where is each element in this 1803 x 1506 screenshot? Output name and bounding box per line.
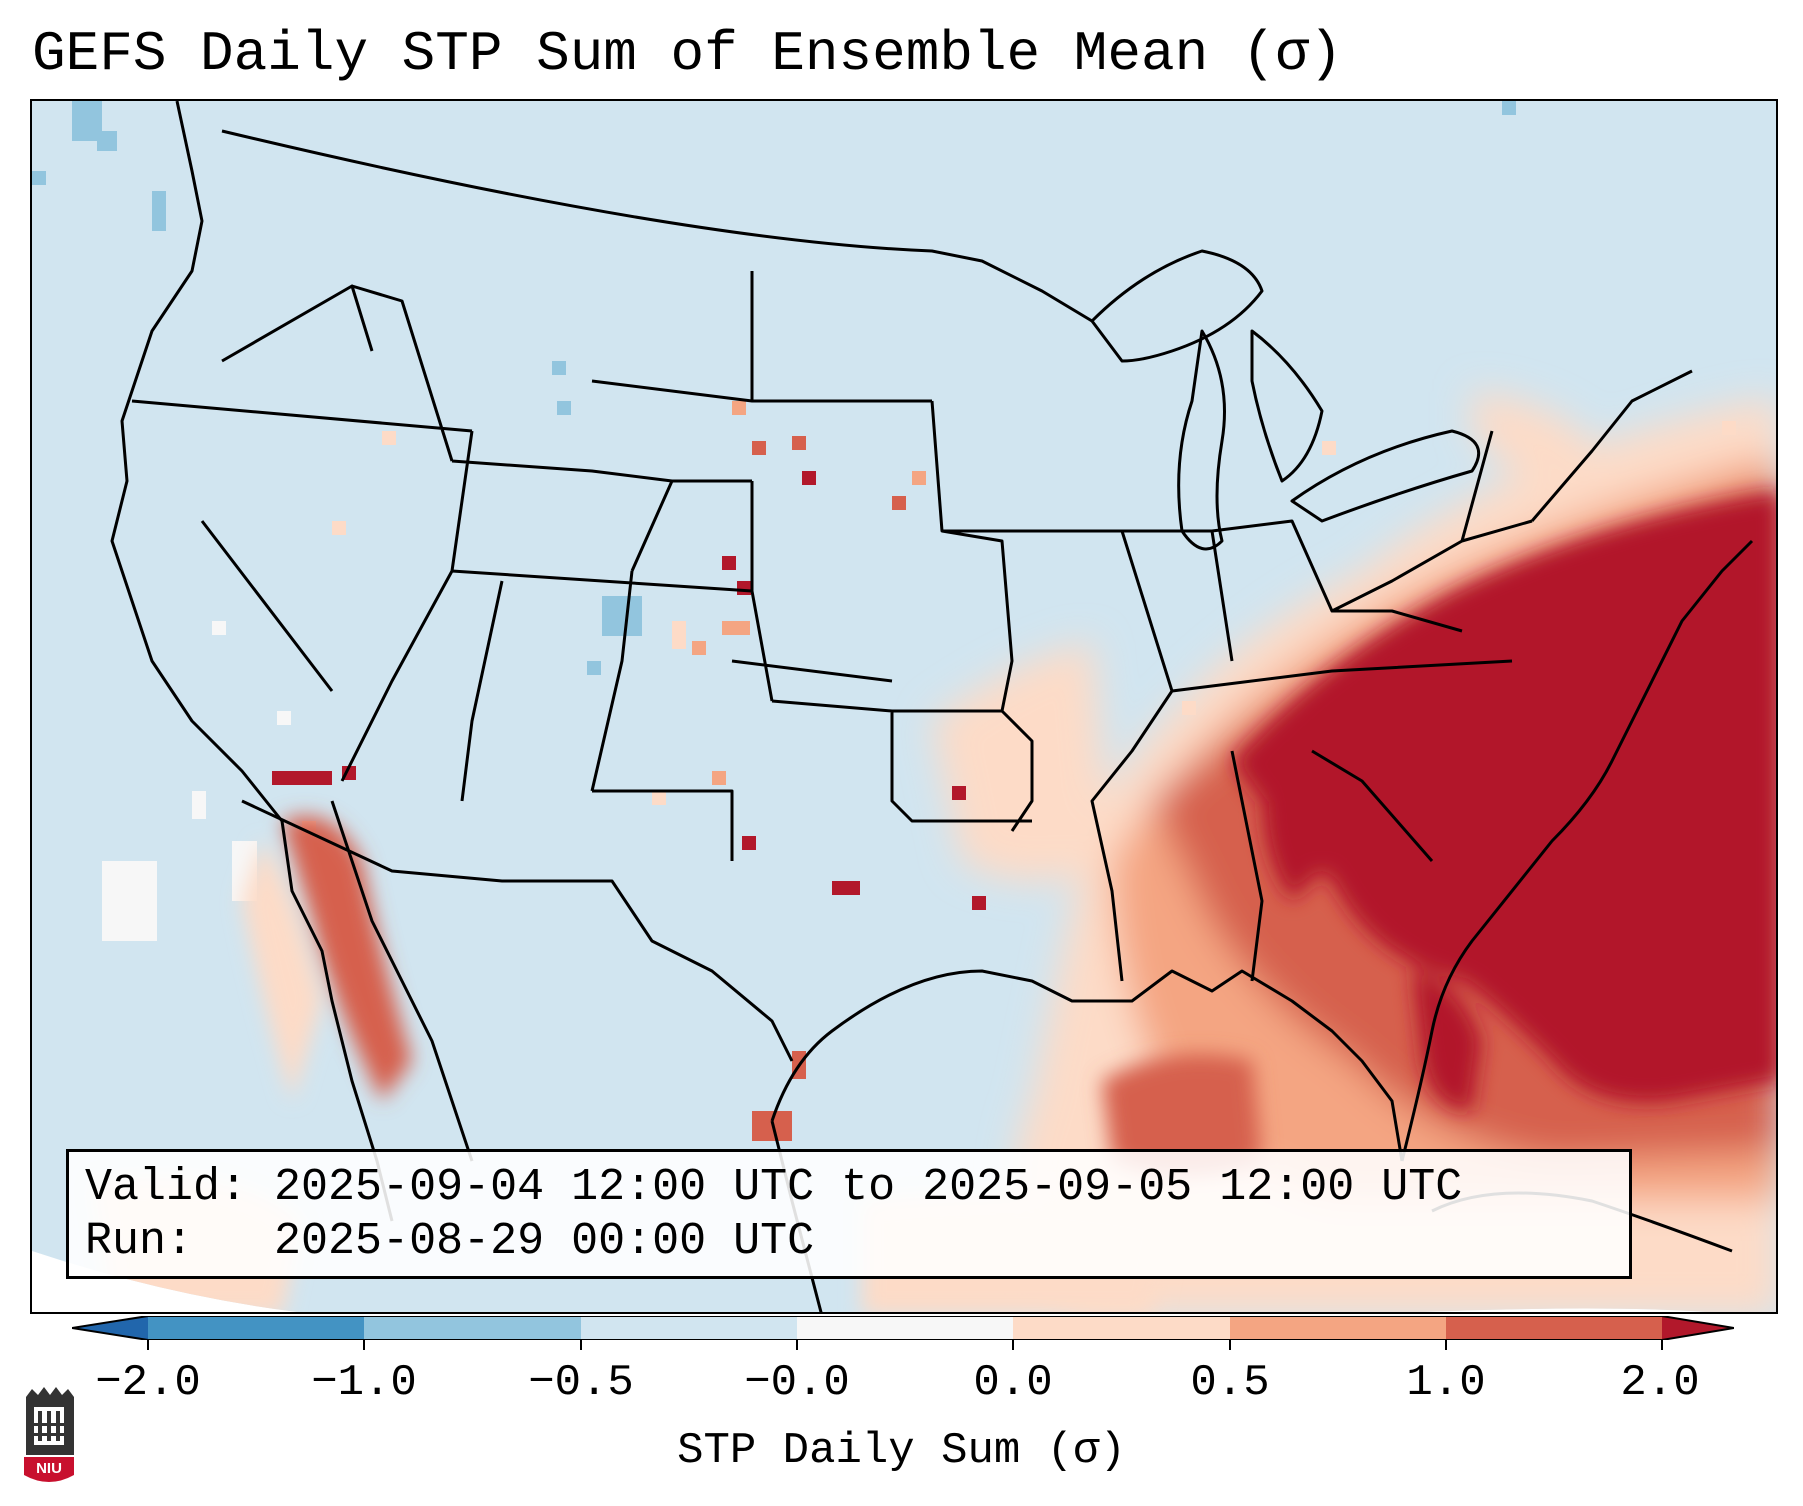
run-label: Run: <box>85 1216 194 1267</box>
tick-label: 0.5 <box>1190 1358 1270 1408</box>
tick-mark <box>796 1340 798 1350</box>
tick-label: −1.0 <box>311 1358 417 1408</box>
positive-field-core <box>1102 491 1776 1176</box>
colorbar-bin <box>581 1316 797 1340</box>
tick-label: 2.0 <box>1620 1358 1700 1408</box>
colorbar-bin <box>364 1316 581 1340</box>
colorbar-bin <box>1013 1316 1230 1340</box>
tick-mark <box>147 1340 149 1350</box>
gulf-coastline <box>770 969 1404 1162</box>
colorbar-bin <box>1446 1316 1662 1340</box>
colorbar-extend-high <box>1662 1316 1734 1340</box>
tick-label: −2.0 <box>95 1358 201 1408</box>
map-panel <box>30 99 1778 1314</box>
us-canada-border <box>221 129 1093 323</box>
tick-mark <box>363 1340 365 1350</box>
valid-label: Valid: <box>85 1162 248 1213</box>
map-title: GEFS Daily STP Sum of Ensemble Mean (σ) <box>32 22 1343 86</box>
colorbar-label: STP Daily Sum (σ) <box>677 1426 1126 1476</box>
run-row: Run: 2025-08-29 00:00 UTC <box>85 1215 1629 1269</box>
map-svg <box>32 101 1776 1312</box>
valid-info-box: Valid: 2025-09-04 12:00 UTC to 2025-09-0… <box>66 1149 1632 1279</box>
tick-label: 1.0 <box>1406 1358 1486 1408</box>
map-boundaries <box>110 101 1754 1312</box>
tick-mark <box>1661 1340 1663 1350</box>
us-mexico-border <box>241 799 794 1062</box>
colorbar-bin <box>797 1316 1013 1340</box>
tick-mark <box>580 1340 582 1350</box>
tick-label: 0.0 <box>973 1358 1053 1408</box>
run-time: 2025-08-29 00:00 UTC <box>274 1216 815 1267</box>
gulf-california-coast <box>330 800 474 1162</box>
great-lakes <box>1090 249 1264 363</box>
niu-logo: NIU <box>24 1387 74 1482</box>
pacific-coastline <box>110 101 394 1222</box>
tick-label: −0.5 <box>528 1358 634 1408</box>
state-boundaries <box>131 271 1693 982</box>
negative-anomaly-cells <box>32 101 1516 675</box>
tick-mark <box>1012 1340 1014 1350</box>
valid-time-range: 2025-09-04 12:00 UTC to 2025-09-05 12:00… <box>274 1162 1463 1213</box>
tick-label: −0.0 <box>744 1358 850 1408</box>
colorbar-bin <box>148 1316 364 1340</box>
tick-mark <box>1445 1340 1447 1350</box>
logo-text: NIU <box>36 1460 62 1477</box>
colorbar-bin <box>1230 1316 1446 1340</box>
colorbar <box>72 1316 1734 1340</box>
valid-row: Valid: 2025-09-04 12:00 UTC to 2025-09-0… <box>85 1161 1629 1215</box>
colorbar-extend-low <box>72 1316 148 1340</box>
tick-mark <box>1229 1340 1231 1350</box>
colorbar-ticks: −2.0 −1.0 −0.5 −0.0 0.0 0.5 1.0 2.0 <box>0 1340 1803 1410</box>
